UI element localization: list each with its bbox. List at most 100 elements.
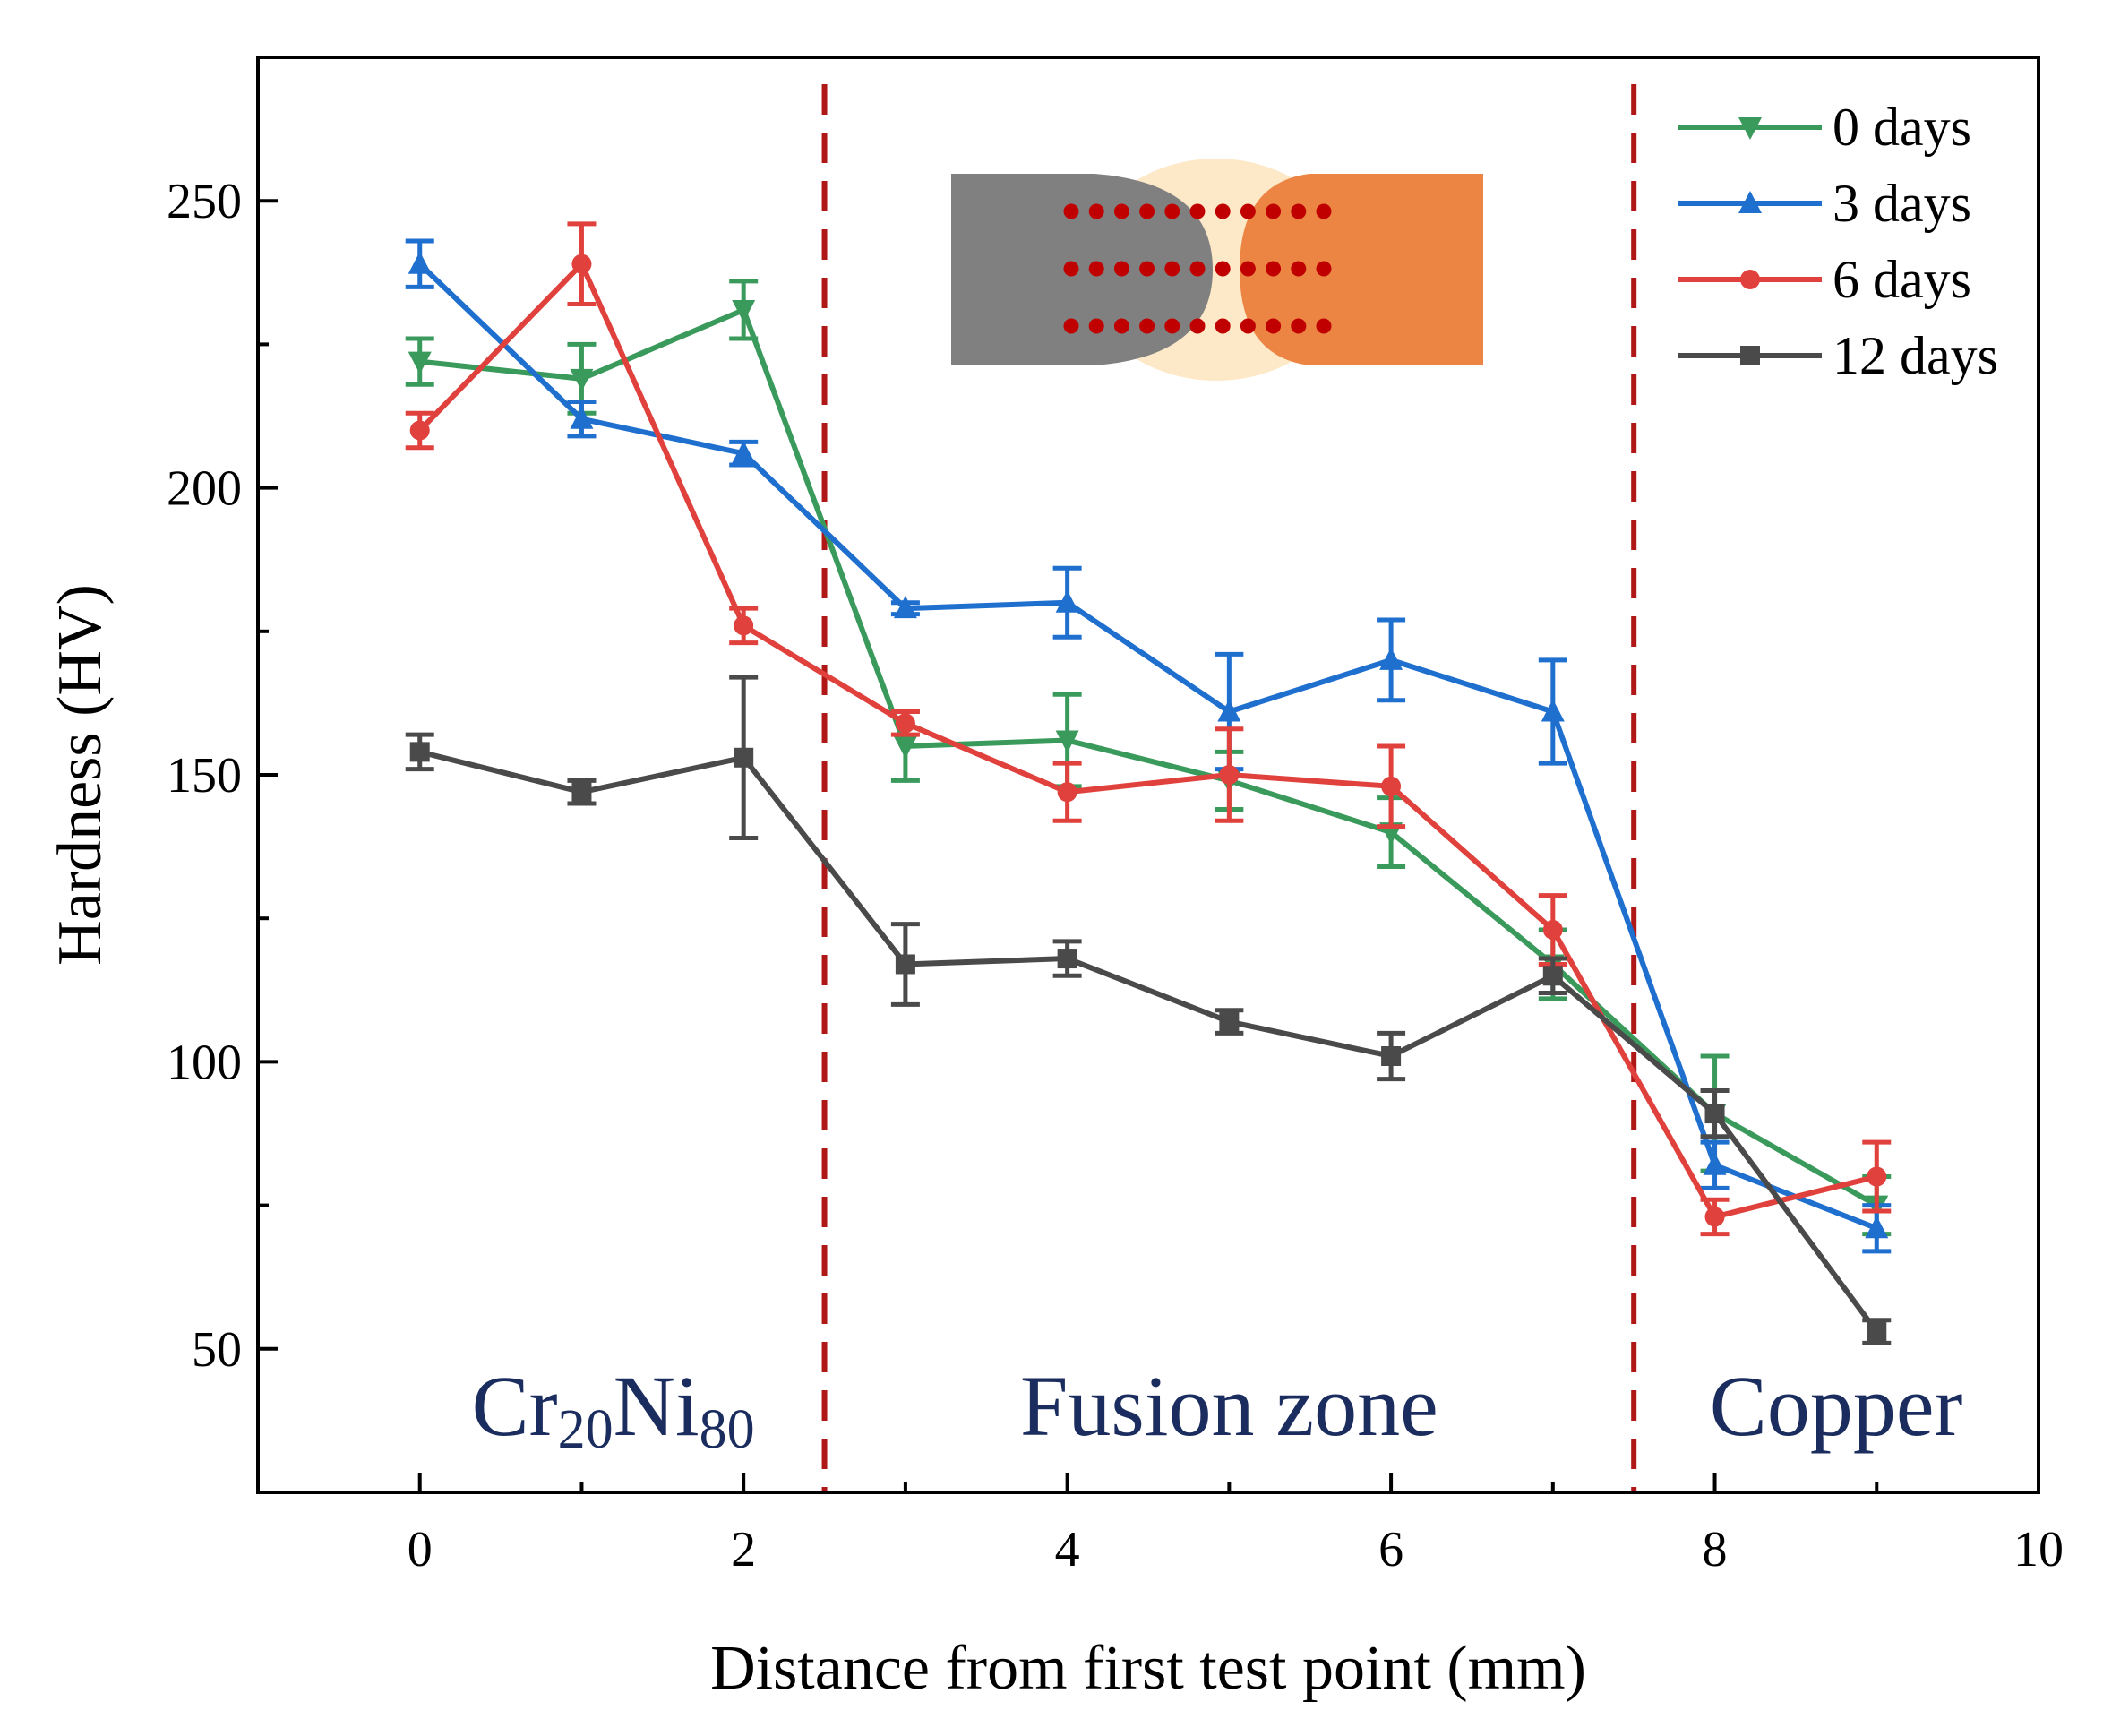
series-6-days xyxy=(405,221,1892,1237)
inset-test-point xyxy=(1063,318,1079,334)
inset-test-point xyxy=(1189,261,1206,277)
y-tick-label: 50 xyxy=(192,1322,242,1378)
inset-test-point xyxy=(1266,318,1282,334)
data-point xyxy=(1703,1152,1727,1175)
data-point xyxy=(571,254,592,274)
inset-test-point xyxy=(1316,261,1332,277)
inset-test-point xyxy=(1240,203,1256,219)
data-point xyxy=(409,742,430,762)
legend-label: 6 days xyxy=(1833,250,1971,309)
inset-test-point xyxy=(1215,261,1231,277)
data-point xyxy=(570,406,594,429)
inset-test-point xyxy=(1088,318,1104,334)
data-point xyxy=(1381,776,1402,796)
y-tick-label: 200 xyxy=(167,461,242,517)
data-point xyxy=(1057,949,1077,969)
data-point xyxy=(1542,966,1563,986)
data-point xyxy=(1542,920,1563,941)
region-labels: Cr20Ni80 Fusion zone Copper xyxy=(472,1358,1963,1460)
data-point xyxy=(570,368,594,391)
data-point xyxy=(1055,589,1079,613)
data-point xyxy=(571,782,592,803)
region-fusion: Fusion zone xyxy=(1020,1358,1438,1454)
data-point xyxy=(1219,1011,1240,1032)
inset-test-point xyxy=(1063,203,1079,219)
y-tick-label: 150 xyxy=(167,748,242,804)
data-point xyxy=(895,954,915,975)
inset-copper-base xyxy=(1240,174,1483,365)
inset-test-point xyxy=(1088,261,1104,277)
inset-test-point xyxy=(1139,203,1155,219)
data-point xyxy=(1867,1166,1887,1187)
data-point xyxy=(734,615,754,636)
inset-test-point xyxy=(1189,318,1206,334)
inset-test-point xyxy=(1189,203,1206,219)
data-point xyxy=(1379,647,1403,670)
data-point xyxy=(1740,270,1760,289)
x-tick-label: 4 xyxy=(1055,1522,1080,1577)
series-line xyxy=(419,306,1878,1208)
data-point xyxy=(1865,1216,1889,1239)
data-point xyxy=(734,747,754,768)
series-0-days xyxy=(405,279,1892,1237)
data-point xyxy=(1541,699,1565,722)
data-point xyxy=(893,596,917,619)
series-3-days xyxy=(405,238,1892,1254)
inset-test-point xyxy=(1240,318,1256,334)
data-point xyxy=(1704,1104,1725,1124)
data-point xyxy=(1219,765,1240,785)
inset-test-point xyxy=(1113,261,1129,277)
inset-test-point xyxy=(1139,261,1155,277)
data-point xyxy=(1867,1321,1887,1342)
legend-item-12-days: 12 days xyxy=(1678,326,1998,385)
inset-test-point xyxy=(1215,318,1231,334)
inset-test-point xyxy=(1316,318,1332,334)
x-tick-label: 10 xyxy=(2013,1522,2064,1577)
legend-label: 3 days xyxy=(1833,174,1971,233)
x-tick-label: 8 xyxy=(1703,1522,1728,1577)
legend-item-0-days: 0 days xyxy=(1678,98,1971,157)
inset-test-point xyxy=(1266,203,1282,219)
data-point xyxy=(1740,346,1760,365)
inset-test-point xyxy=(1113,318,1129,334)
data-point xyxy=(893,735,917,759)
x-tick-label: 6 xyxy=(1378,1522,1403,1577)
y-tick-label: 100 xyxy=(167,1035,242,1090)
data-point xyxy=(732,299,756,322)
region-copper: Copper xyxy=(1710,1358,1963,1454)
inset-test-point xyxy=(1164,318,1180,334)
series-group xyxy=(405,221,1892,1345)
inset-test-point xyxy=(1316,203,1332,219)
data-point xyxy=(409,420,430,441)
data-point xyxy=(1704,1207,1725,1227)
inset-test-point xyxy=(1088,203,1104,219)
data-point xyxy=(1057,782,1077,803)
data-point xyxy=(1738,117,1762,140)
inset-test-point xyxy=(1240,261,1256,277)
legend-label: 12 days xyxy=(1833,326,1998,385)
inset-test-point xyxy=(1291,203,1307,219)
region-cr-ni: Cr20Ni80 xyxy=(472,1358,755,1460)
inset-test-point xyxy=(1266,261,1282,277)
inset-test-point xyxy=(1164,203,1180,219)
inset-test-point xyxy=(1215,203,1231,219)
inset-test-point xyxy=(1164,261,1180,277)
data-point xyxy=(895,713,915,734)
inset-test-point xyxy=(1139,318,1155,334)
legend-item-6-days: 6 days xyxy=(1678,250,1971,309)
data-point xyxy=(1738,191,1762,213)
data-point xyxy=(732,441,756,464)
zone-boundaries xyxy=(821,84,1637,1492)
axes: 0 2 4 6 8 10 50 100 150 200 250 xyxy=(167,174,2064,1577)
legend-item-3-days: 3 days xyxy=(1678,174,1971,233)
weld-inset-diagram xyxy=(951,159,1483,381)
inset-crni-base xyxy=(951,174,1213,365)
legend-label: 0 days xyxy=(1833,98,1971,157)
inset-test-point xyxy=(1063,261,1079,277)
legend: 0 days 3 days 6 days 12 days xyxy=(1678,98,1998,385)
y-tick-label: 250 xyxy=(167,174,242,229)
x-tick-label: 0 xyxy=(408,1522,433,1577)
data-point xyxy=(408,351,432,374)
series-line xyxy=(419,749,1879,1334)
